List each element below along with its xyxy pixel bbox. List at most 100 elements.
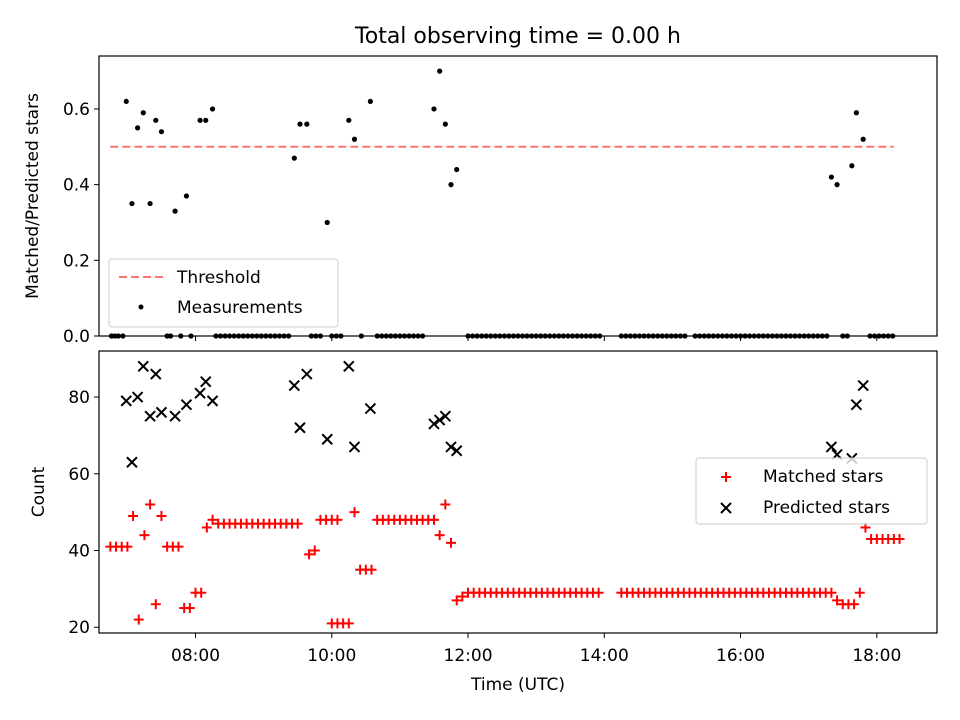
- predicted-star-point: [343, 360, 355, 373]
- top-axes-frame: [98, 55, 938, 337]
- legend-predicted-glyph: [720, 502, 732, 514]
- predicted-star-point: [144, 410, 156, 422]
- measurement-point: [153, 117, 159, 123]
- top-legend: Threshold Measurements: [108, 258, 339, 328]
- measurement-point: [135, 125, 141, 131]
- matched-star-point: [832, 595, 843, 606]
- measurement-point: [297, 121, 303, 127]
- x-tick-label: 14:00: [580, 646, 629, 666]
- matched-star-point: [440, 499, 451, 510]
- measurement-point: [834, 182, 840, 188]
- bottom-x-ticks: 08:00 10:00 12:00 14:00 16:00 18:00: [171, 633, 901, 666]
- matched-star-point: [434, 530, 445, 541]
- legend-measurements-label: Measurements: [177, 298, 303, 318]
- measurement-point: [351, 136, 358, 142]
- x-tick-label: 16:00: [716, 646, 765, 666]
- measurement-point: [448, 182, 454, 188]
- legend-matched-label: Matched stars: [763, 467, 883, 487]
- measurement-point: [209, 106, 216, 112]
- predicted-star-point: [825, 441, 838, 453]
- top-y-ticks: 0.0 0.2 0.4 0.6: [63, 100, 99, 347]
- matched-star-point: [139, 530, 150, 541]
- y-tick-label: 40: [68, 542, 90, 562]
- measurement-point: [853, 110, 859, 116]
- predicted-star-point: [288, 379, 301, 392]
- legend-measurements-marker: [138, 304, 144, 310]
- matched-star-point: [207, 514, 218, 525]
- matched-star-point: [145, 499, 156, 510]
- legend-matched-glyph: [721, 472, 731, 482]
- predicted-star-point: [194, 387, 206, 399]
- measurement-point: [197, 117, 203, 123]
- x-tick-label: 18:00: [852, 646, 901, 666]
- top-x-ticks: [195, 336, 878, 341]
- matched-star-point: [854, 587, 865, 598]
- matched-star-point: [133, 614, 144, 625]
- legend-predicted-marker: [720, 502, 732, 514]
- predicted-star-point: [206, 395, 219, 407]
- measurement-point: [158, 129, 165, 135]
- measurement-point: [123, 98, 129, 105]
- y-tick-label: 0.4: [63, 176, 90, 196]
- top-panel: 0.0 0.2 0.4 0.6 Matched/Predicted stars Thr…: [23, 55, 938, 347]
- matched-star-point: [593, 587, 604, 598]
- predicted-star-point: [439, 410, 452, 422]
- predicted-star-point: [155, 406, 168, 419]
- matched-star-point: [451, 595, 462, 606]
- measurement-point: [203, 117, 209, 123]
- measurement-point: [849, 163, 855, 169]
- predicted-star-point: [126, 456, 138, 468]
- predicted-star-point: [200, 375, 212, 388]
- predicted-star-point: [364, 402, 377, 415]
- matched-star-point: [173, 541, 184, 552]
- predicted-star-point: [857, 379, 869, 392]
- measurement-point: [367, 98, 373, 105]
- y-tick-label: 0.6: [63, 100, 90, 120]
- predicted-star-point: [428, 418, 440, 430]
- measurement-point: [860, 136, 866, 142]
- measurement-point: [437, 68, 443, 74]
- legend-threshold-label: Threshold: [176, 268, 261, 288]
- matched-star-point: [849, 599, 860, 610]
- predicted-star-point: [450, 445, 463, 457]
- predicted-star-point: [120, 395, 132, 407]
- predicted-star-point: [150, 368, 162, 380]
- measurement-point: [324, 219, 330, 226]
- measurement-point: [304, 121, 310, 127]
- matched-star-point: [826, 587, 837, 598]
- matched-star-point: [150, 599, 161, 610]
- y-tick-label: 20: [68, 618, 90, 638]
- legend-matched-marker: [721, 472, 731, 482]
- matched-star-point: [457, 591, 468, 602]
- matched-star-point: [292, 518, 303, 529]
- measurement-point: [140, 110, 146, 116]
- y-tick-label: 60: [68, 465, 90, 485]
- measurement-point: [183, 193, 190, 199]
- y-tick-label: 80: [68, 388, 90, 408]
- y-tick-label: 0.2: [63, 251, 90, 271]
- x-tick-label: 08:00: [171, 646, 220, 666]
- x-tick-label: 12:00: [444, 646, 493, 666]
- y-tick-label: 0.0: [63, 327, 90, 347]
- measurement-point: [129, 200, 135, 207]
- matched-star-point: [184, 603, 195, 614]
- predicted-star-point: [180, 399, 193, 411]
- matched-star-point: [428, 514, 439, 525]
- matched-star-point: [196, 587, 207, 598]
- predicted-star-point: [850, 399, 863, 411]
- measurement-point: [172, 208, 178, 214]
- x-axis-label: Time (UTC): [470, 675, 565, 695]
- predicted-star-point: [445, 441, 457, 453]
- chart-title: Total observing time = 0.00 h: [354, 24, 681, 49]
- matched-star-point: [366, 564, 377, 575]
- predicted-star-point: [131, 391, 144, 403]
- predicted-star-point: [169, 410, 181, 422]
- measurement-point: [346, 117, 352, 123]
- top-y-axis-label: Matched/Predicted stars: [23, 93, 43, 299]
- predicted-star-point: [433, 414, 446, 426]
- matched-star-point: [304, 549, 315, 560]
- matched-star-point: [122, 541, 133, 552]
- predicted-star-point: [348, 441, 361, 453]
